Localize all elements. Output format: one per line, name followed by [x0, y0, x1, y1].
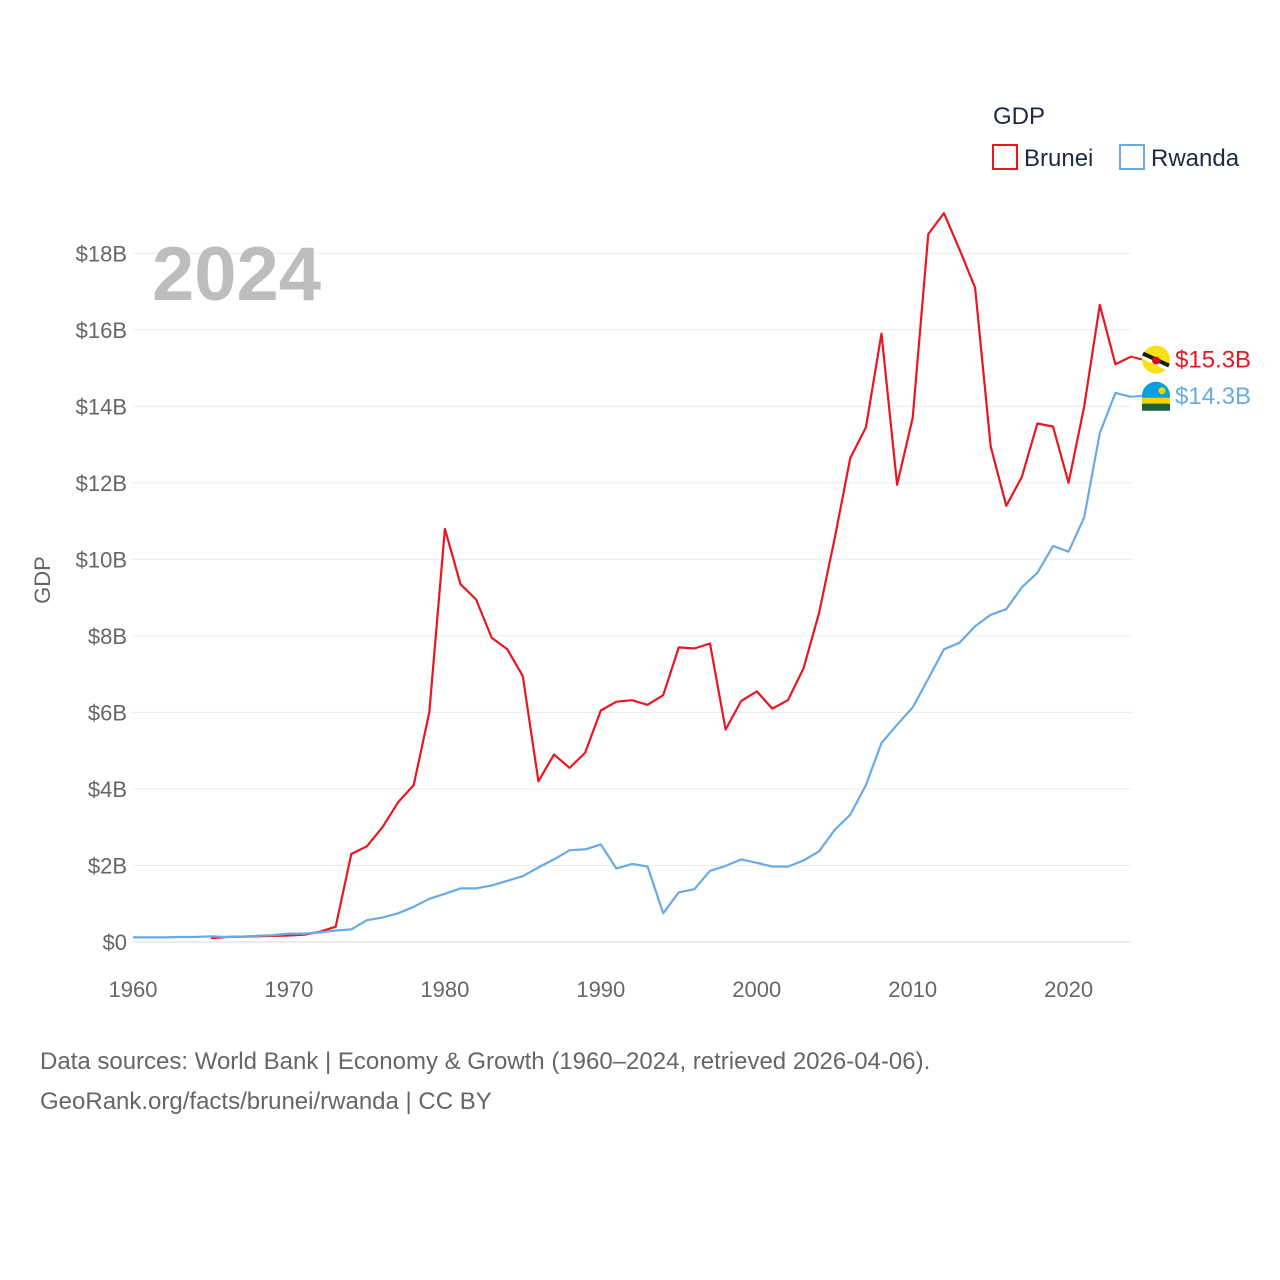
y-tick-label: $16B: [76, 318, 127, 343]
legend-swatch-rwanda: [1119, 144, 1145, 170]
grid: [133, 252, 1131, 943]
y-axis-ticks: $0 $2B $4B $6B $8B $10B $12B $14B $16B $18B: [76, 241, 127, 955]
legend-item-rwanda[interactable]: Rwanda: [1119, 144, 1240, 172]
legend-item-brunei[interactable]: Brunei: [992, 144, 1093, 172]
license-text: GeoRank.org/facts/brunei/rwanda | CC BY: [40, 1088, 492, 1115]
y-tick-label: $2B: [88, 853, 127, 878]
end-markers: $15.3B $14.3B: [1130, 345, 1251, 411]
legend-label-brunei: Brunei: [1024, 145, 1093, 172]
end-value-rwanda: $14.3B: [1175, 383, 1251, 410]
x-tick-label: 2010: [888, 977, 937, 1002]
y-tick-label: $4B: [88, 777, 127, 802]
series-line-rwanda: [133, 391, 1132, 939]
legend: GDP Brunei Rwanda: [992, 103, 1240, 172]
end-connector-rwanda: [1130, 394, 1143, 398]
y-tick-label: $8B: [88, 624, 127, 649]
x-tick-label: 2020: [1044, 977, 1093, 1002]
x-tick-label: 1960: [109, 977, 158, 1002]
x-axis-ticks: 1960 1970 1980 1990 2000 2010 2020: [109, 977, 1094, 1002]
year-label: 2024: [152, 232, 321, 317]
series-line-brunei: [210, 212, 1132, 940]
y-axis-title: GDP: [30, 556, 55, 604]
y-tick-label: $12B: [76, 471, 127, 496]
end-value-brunei: $15.3B: [1175, 347, 1251, 374]
legend-swatch-brunei: [992, 144, 1018, 170]
x-tick-label: 2000: [732, 977, 781, 1002]
x-tick-label: 1990: [576, 977, 625, 1002]
y-tick-label: $0: [103, 930, 127, 955]
y-tick-label: $14B: [76, 394, 127, 419]
flag-rwanda-icon: [1142, 381, 1170, 411]
data-sources-text: Data sources: World Bank | Economy & Gro…: [40, 1048, 931, 1075]
footer: Data sources: World Bank | Economy & Gro…: [40, 1042, 930, 1122]
legend-label-rwanda: Rwanda: [1151, 145, 1240, 172]
x-tick-label: 1980: [420, 977, 469, 1002]
series-lines: [133, 212, 1132, 940]
end-connector-brunei: [1130, 355, 1143, 361]
gdp-line-chart: 2024 $0$2B$4B$6B$8B$10B$12B$14B$16B$18B …: [30, 103, 1251, 1002]
y-tick-label: $18B: [76, 241, 127, 266]
y-tick-label: $6B: [88, 700, 127, 725]
x-tick-label: 1970: [264, 977, 313, 1002]
flag-brunei-icon: [1142, 345, 1170, 374]
y-tick-label: $10B: [76, 547, 127, 572]
legend-title: GDP: [993, 103, 1045, 130]
